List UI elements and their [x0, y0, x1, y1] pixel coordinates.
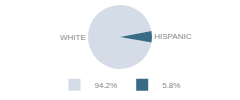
svg-text:HISPANIC: HISPANIC: [154, 32, 191, 41]
svg-text:5.8%: 5.8%: [162, 81, 180, 90]
svg-text:94.2%: 94.2%: [95, 81, 118, 90]
svg-text:WHITE: WHITE: [60, 33, 86, 42]
